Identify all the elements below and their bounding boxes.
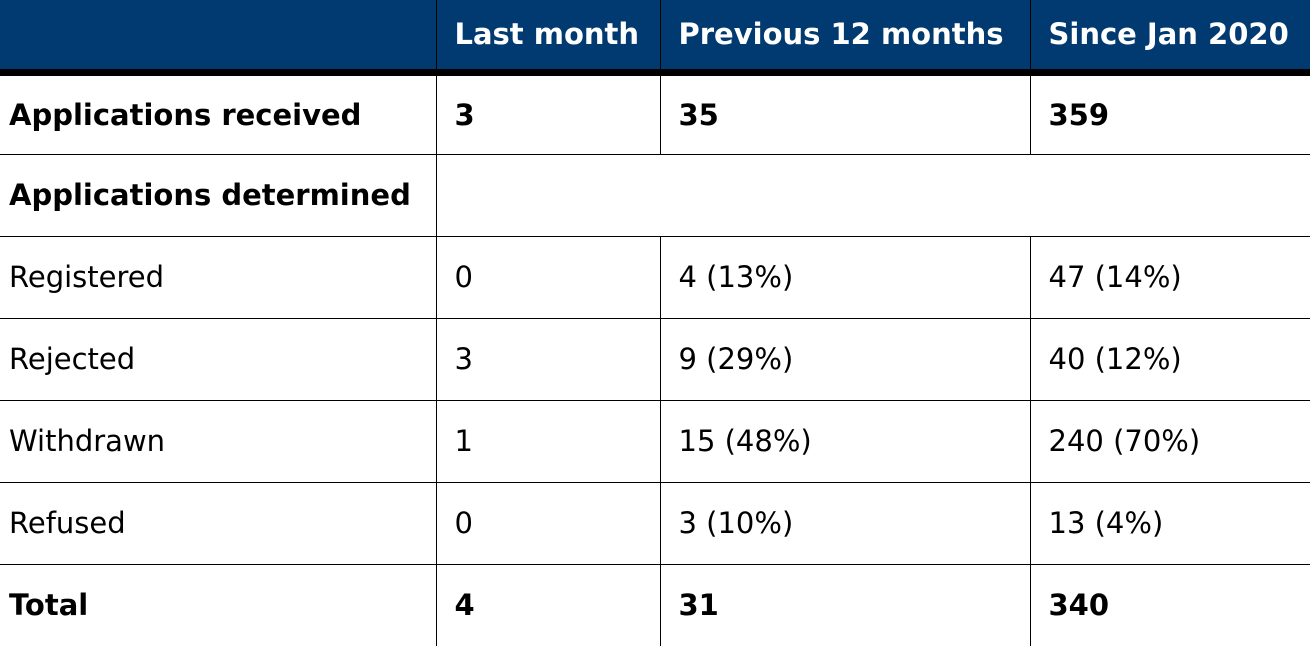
header-row: Last month Previous 12 months Since Jan …	[0, 0, 1310, 76]
cell-since-jan-2020: 340	[1029, 564, 1310, 646]
row-applications-received: Applications received 3 35 359	[0, 72, 1310, 155]
header-previous-12-months: Previous 12 months	[659, 0, 1030, 76]
row-applications-determined: Applications determined	[0, 154, 1310, 237]
cell-last-month: 0	[435, 482, 660, 565]
cell-since-jan-2020: 40 (12%)	[1029, 318, 1310, 401]
cell-last-month: 4	[435, 564, 660, 646]
row-label: Refused	[0, 482, 436, 565]
cell-last-month: 3	[435, 72, 660, 155]
row-label: Registered	[0, 236, 436, 319]
row-label: Withdrawn	[0, 400, 436, 483]
cell-previous-12-months: 35	[659, 72, 1030, 155]
cell-last-month: 3	[435, 318, 660, 401]
cell-previous-12-months: 9 (29%)	[659, 318, 1030, 401]
cell-previous-12-months: 3 (10%)	[659, 482, 1030, 565]
row-label: Total	[9, 588, 89, 623]
cell-since-jan-2020: 47 (14%)	[1029, 236, 1310, 319]
cell-since-jan-2020: 359	[1029, 72, 1310, 155]
row-total: Total 4 31 340	[0, 564, 1310, 646]
row-label: Rejected	[0, 318, 436, 401]
cell-last-month: 0	[435, 236, 660, 319]
cell-since-jan-2020: 240 (70%)	[1029, 400, 1310, 483]
cell-since-jan-2020: 13 (4%)	[1029, 482, 1310, 565]
header-empty-cell	[0, 0, 436, 76]
row-label: Applications received	[0, 72, 436, 155]
row-withdrawn: Withdrawn 1 15 (48%) 240 (70%)	[0, 400, 1310, 483]
section-spacer-cell	[435, 154, 1310, 237]
row-registered: Registered 0 4 (13%) 47 (14%)	[0, 236, 1310, 319]
row-label: Applications determined	[0, 154, 436, 237]
row-refused: Refused 0 3 (10%) 13 (4%)	[0, 482, 1310, 565]
cell-previous-12-months: 4 (13%)	[659, 236, 1030, 319]
cell-previous-12-months: 15 (48%)	[659, 400, 1030, 483]
cell-last-month: 1	[435, 400, 660, 483]
header-since-jan-2020: Since Jan 2020	[1029, 0, 1310, 76]
row-rejected: Rejected 3 9 (29%) 40 (12%)	[0, 318, 1310, 401]
header-last-month: Last month	[435, 0, 660, 76]
cell-previous-12-months: 31	[659, 564, 1030, 646]
